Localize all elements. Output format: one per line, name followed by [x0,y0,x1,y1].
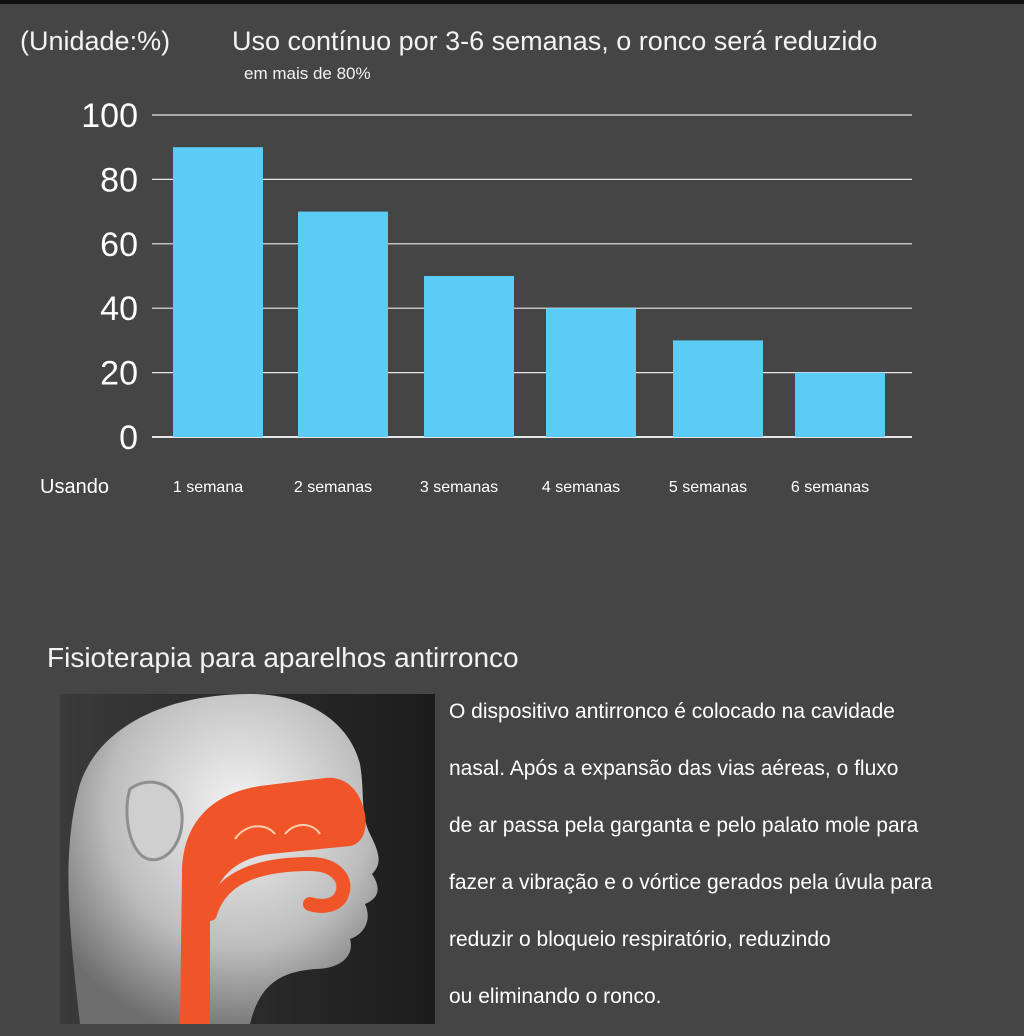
description-line: ou eliminando o ronco. [449,985,662,1008]
bar [673,340,763,437]
chart-title: Uso contínuo por 3-6 semanas, o ronco se… [232,26,878,56]
head-anatomy-illustration [60,694,435,1024]
x-tick-label: 5 semanas [669,479,747,496]
x-tick-label: 4 semanas [542,479,620,496]
top-border [0,0,1024,4]
bar [173,147,263,437]
description-line: O dispositivo antirronco é colocado na c… [449,700,895,723]
unit-label: (Unidade:%) [20,26,171,56]
description-line: reduzir o bloqueio respiratório, reduzin… [449,928,831,951]
bar [795,372,885,437]
x-tick-label: 1 semana [173,479,243,496]
description-line: fazer a vibração e o vórtice gerados pel… [449,871,933,894]
description-text: O dispositivo antirronco é colocado na c… [449,694,1019,1036]
bar [546,308,636,437]
y-tick-label: 60 [100,226,138,264]
y-tick-label: 20 [100,355,138,393]
description-line: de ar passa pela garganta e pelo palato … [449,814,919,837]
x-tick-label: 3 semanas [420,479,498,496]
section-title: Fisioterapia para aparelhos antirronco [47,642,519,673]
x-tick-label: 2 semanas [294,479,372,496]
y-tick-label: 0 [119,419,138,457]
x-axis-label: Usando [40,476,109,498]
bars [173,147,885,437]
y-tick-label: 100 [81,97,138,135]
bar-chart: 0 20 40 60 80 100 1 semana 2 semanas 3 semanas 4… [40,97,912,498]
gridlines [152,114,912,438]
bar [298,211,388,437]
y-tick-label: 80 [100,161,138,199]
x-tick-label: 6 semanas [791,479,869,496]
y-tick-labels: 0 20 40 60 80 100 [81,97,138,457]
bar [424,276,514,437]
x-tick-labels: 1 semana 2 semanas 3 semanas 4 semanas 5 sem… [173,479,869,496]
chart-subtitle: em mais de 80% [244,64,371,83]
y-tick-label: 40 [100,290,138,328]
description-line: nasal. Após a expansão das vias aéreas, … [449,757,899,780]
